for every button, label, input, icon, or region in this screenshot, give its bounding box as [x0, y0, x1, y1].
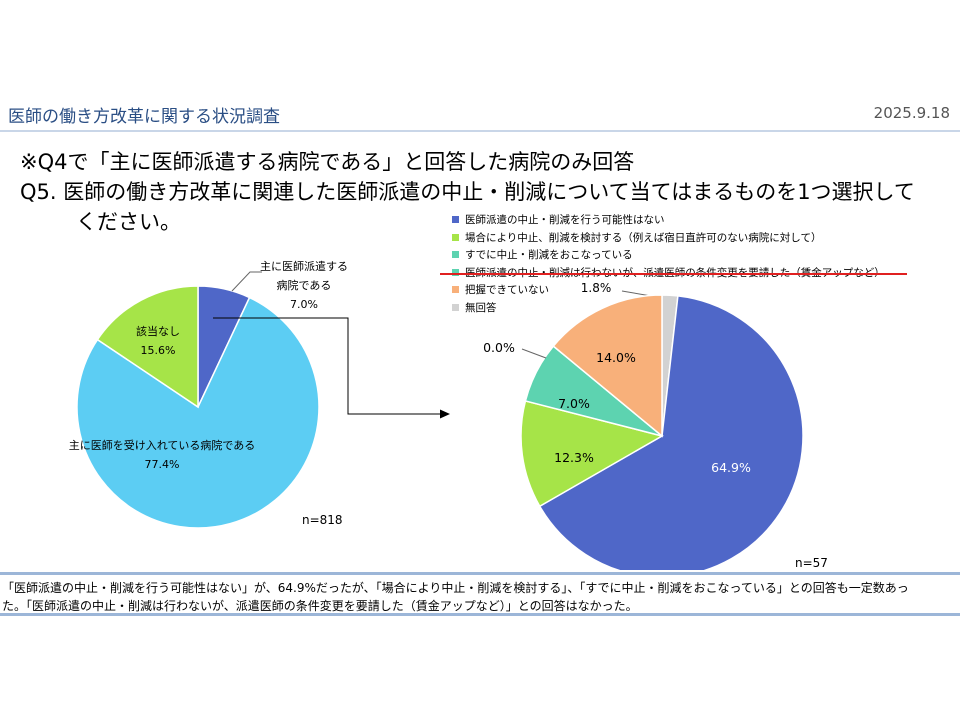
- legend-item: 無回答: [452, 299, 885, 317]
- pie2-sample-size: n=57: [795, 556, 828, 570]
- chart-legend: 医師派遣の中止・削減を行う可能性はない 場合により中止、削減を検討する（例えば宿…: [452, 211, 885, 316]
- slice-category-label: 病院である: [277, 278, 332, 292]
- slice-value-label: 12.3%: [554, 450, 594, 465]
- pie-chart-dispatching-hospitals: 1.8% 64.9% 12.3% 7.0% 0.0% 14.0%: [483, 281, 804, 570]
- slice-category-label: 主に医師派遣する: [260, 259, 348, 273]
- legend-label: 把握できていない: [465, 284, 549, 297]
- legend-item: 医師派遣の中止・削減を行う可能性はない: [452, 211, 885, 229]
- pie-slice: [96, 285, 199, 409]
- slice-value-label: 0.0%: [483, 340, 515, 355]
- slice-category-label: 主に医師を受け入れている病院である: [69, 438, 256, 452]
- legend-label: 医師派遣の中止・削減は行わないが、派遣医師の条件変更を要請した（賃金アップなど）: [465, 265, 885, 280]
- emphasis-underline: [440, 273, 907, 275]
- slice-value-label: 7.0%: [290, 298, 318, 311]
- title-divider: [0, 130, 960, 132]
- summary-text-line-2: た。「医師派遣の中止・削減は行わないが、派遣医師の条件変更を要請した（賃金アップ…: [2, 599, 638, 613]
- legend-label: すでに中止・削減をおこなっている: [465, 249, 633, 262]
- pie-chart-all-hospitals: 主に医師派遣する病院である 7.0% 主に医師を受け入れている病院である 77.4% 該…: [69, 259, 348, 529]
- legend-item: 把握できていない: [452, 281, 885, 299]
- connector-arrowhead: [440, 409, 450, 419]
- slice-value-label: 1.8%: [581, 281, 612, 295]
- slice-value-label: 14.0%: [596, 350, 636, 365]
- slice-value-label: 64.9%: [711, 460, 751, 475]
- legend-label: 無回答: [465, 301, 497, 314]
- pie1-sample-size: n=818: [302, 513, 343, 527]
- legend-label: 場合により中止、削減を検討する（例えば宿日直許可のない病院に対して）: [465, 231, 822, 244]
- question-text: Q5. 医師の働き方改革に関連した医師派遣の中止・削減について当てはまるものを1…: [20, 180, 915, 204]
- slide-title: 医師の働き方改革に関する状況調査: [8, 107, 280, 127]
- legend-item: すでに中止・削減をおこなっている: [452, 246, 885, 264]
- summary-text-line-1: 「医師派遣の中止・削減を行う可能性はない」が、64.9%だったが、「場合により中…: [2, 581, 909, 595]
- legend-swatch: [452, 233, 459, 241]
- pie-slice: [76, 296, 320, 529]
- legend-label: 医師派遣の中止・削減を行う可能性はない: [465, 214, 665, 227]
- slice-value-label: 15.6%: [141, 344, 176, 357]
- legend-swatch: [452, 268, 459, 276]
- question-text-continued: ください。: [76, 210, 181, 234]
- connector-arrow-line: [213, 317, 442, 415]
- slice-category-label: 該当なし: [136, 324, 180, 338]
- legend-item: 場合により中止、削減を検討する（例えば宿日直許可のない病院に対して）: [452, 229, 885, 247]
- leader-line: [521, 348, 547, 359]
- summary-box: 「医師派遣の中止・削減を行う可能性はない」が、64.9%だったが、「場合により中…: [0, 572, 960, 616]
- legend-swatch: [452, 303, 459, 311]
- legend-item: 医師派遣の中止・削減は行わないが、派遣医師の条件変更を要請した（賃金アップなど）: [452, 264, 885, 282]
- pie-slice: [538, 295, 804, 570]
- legend-swatch: [452, 251, 459, 259]
- pie-charts: 主に医師派遣する病院である 7.0% 主に医師を受け入れている病院である 77.4% 該…: [69, 259, 828, 570]
- leader-line: [231, 271, 262, 292]
- slice-value-label: 7.0%: [558, 396, 590, 411]
- legend-swatch: [452, 216, 459, 224]
- slide-date: 2025.9.18: [873, 104, 950, 122]
- pie-slice: [552, 294, 663, 438]
- legend-swatch: [452, 286, 459, 294]
- slice-value-label: 77.4%: [145, 458, 180, 471]
- respondent-note: ※Q4で「主に医師派遣する病院である」と回答した病院のみ回答: [20, 150, 635, 174]
